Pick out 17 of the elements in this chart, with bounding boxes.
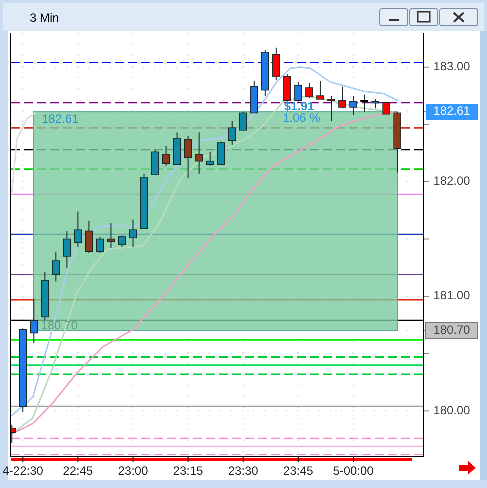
y-tick-label: 181.00 [434, 288, 471, 303]
y-tick-label: 182.00 [434, 174, 471, 188]
y-tick-label: 180.70 [434, 323, 471, 338]
x-tick-label: 5-00:00 [333, 464, 374, 478]
annotation: 1.06 % [283, 111, 321, 126]
x-tick-label: 23:15 [173, 464, 204, 478]
annotation: $1.91 [284, 100, 315, 114]
y-tick-label: 180.00 [434, 403, 471, 418]
x-tick-label: 4-22:30 [2, 464, 44, 478]
x-tick-label: 23:30 [228, 464, 259, 478]
x-tick-label: 23:00 [118, 464, 149, 478]
x-tick-label: 22:45 [63, 464, 94, 478]
y-tick-label: 182.61 [434, 104, 471, 118]
x-tick-label: 23:45 [283, 464, 314, 478]
chart-title: 3 Min [30, 11, 60, 25]
y-tick-label: 183.00 [434, 60, 471, 74]
annotation: 182.61 [42, 112, 80, 126]
